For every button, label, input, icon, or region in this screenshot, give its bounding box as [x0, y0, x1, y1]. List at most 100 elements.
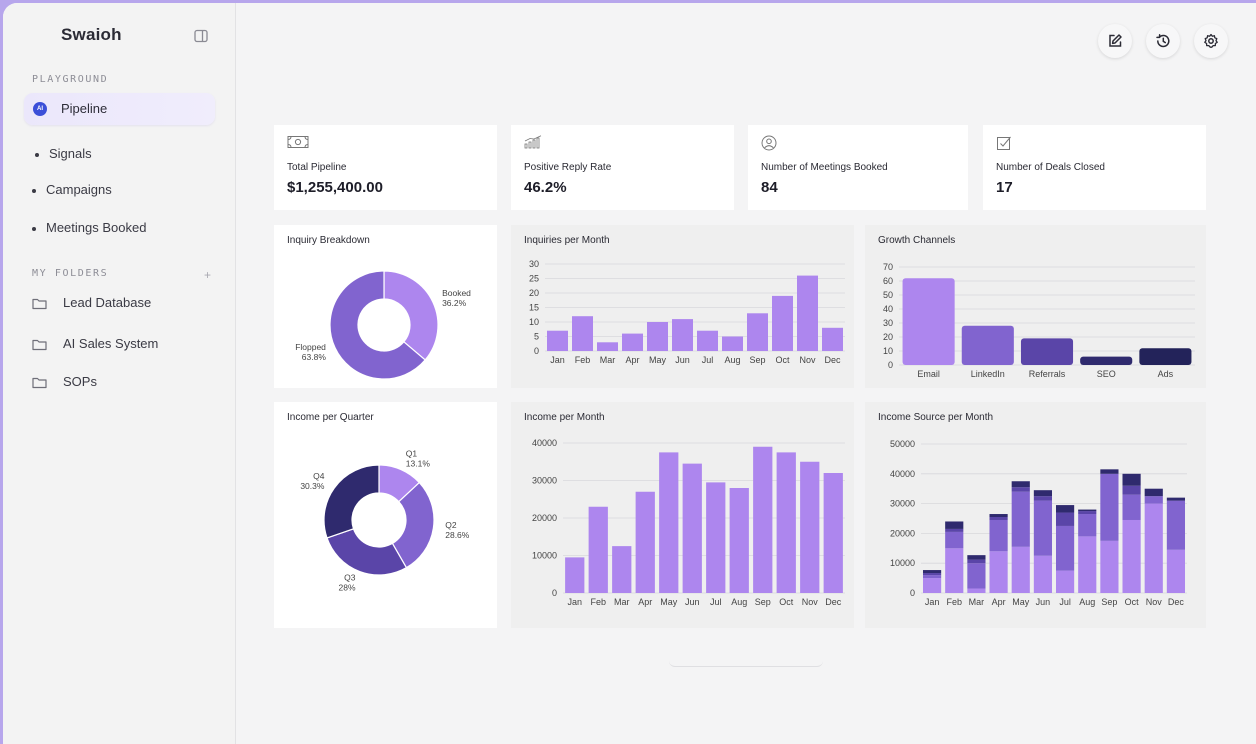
bar-segment [989, 551, 1008, 593]
x-tick-label: Feb [575, 355, 591, 365]
x-tick-label: Sep [755, 597, 771, 607]
bar [1020, 338, 1074, 365]
bar [622, 333, 643, 351]
bar-segment [1100, 540, 1119, 593]
bar [572, 316, 593, 351]
slice-label: Booked [442, 288, 471, 298]
x-tick-label: Jul [702, 355, 714, 365]
x-tick-label: Ads [1158, 369, 1174, 379]
x-tick-label: Aug [724, 355, 740, 365]
y-tick-label: 40000 [890, 469, 915, 479]
x-tick-label: Mar [600, 355, 616, 365]
y-tick-label: 0 [534, 346, 539, 356]
sidebar-item-signals[interactable]: Signals [49, 146, 92, 161]
x-tick-label: SEO [1097, 369, 1116, 379]
settings-button[interactable] [1194, 24, 1228, 58]
section-label-playground: PLAYGROUND [32, 74, 109, 85]
kpi-card-deals-closed: Number of Deals Closed 17 [983, 125, 1206, 210]
bar-segment [945, 548, 964, 593]
sidebar-item-label: Pipeline [61, 101, 108, 116]
y-tick-label: 70 [883, 262, 893, 272]
money-icon [287, 136, 309, 148]
bar-segment [1122, 473, 1141, 486]
bar-segment [967, 588, 986, 593]
bullet-icon [32, 189, 36, 193]
y-tick-label: 5 [534, 332, 539, 342]
slice-percent-label: 36.2% [442, 298, 467, 308]
y-tick-label: 40 [883, 304, 893, 314]
bar-segment [1078, 509, 1097, 512]
slice-percent-label: 63.8% [302, 352, 327, 362]
x-tick-label: May [649, 355, 667, 365]
bar-segment [1011, 487, 1030, 492]
slice-label: Q1 [406, 449, 418, 459]
bar-segment [1166, 549, 1186, 593]
edit-button[interactable] [1098, 24, 1132, 58]
pie-slice [323, 464, 380, 539]
sidebar-item-pipeline[interactable]: AI Pipeline [24, 93, 215, 125]
bar [588, 506, 608, 593]
kpi-value: 46.2% [524, 179, 567, 196]
inquiries-per-month-chart: 0 5 10 15 20 25 30 Jan Feb Mar Apr May Jun Jul Aug Sep O… [529, 259, 845, 365]
y-tick-label: 30000 [532, 476, 557, 486]
x-tick-label: May [660, 597, 678, 607]
kpi-card-total-pipeline: Total Pipeline $1,255,400.00 [274, 125, 497, 210]
bar-segment [1055, 512, 1075, 526]
chart-title: Income Source per Month [878, 412, 994, 423]
x-tick-label: Jan [925, 597, 940, 607]
bar-segment [1122, 485, 1141, 495]
sidebar-item-meetings-booked[interactable]: Meetings Booked [46, 220, 147, 235]
bar [729, 488, 749, 593]
settings-icon [1204, 33, 1218, 48]
sidebar-item-campaigns[interactable]: Campaigns [46, 182, 112, 197]
bar [747, 313, 768, 351]
bar [722, 336, 743, 351]
bar [902, 278, 955, 365]
bar-segment [1144, 496, 1163, 504]
app-window: Swaioh PLAYGROUND AI Pipeline Signals Ca… [3, 3, 1256, 744]
bar-segment [945, 521, 964, 529]
slice-label: Flopped [295, 342, 326, 352]
kpi-value: $1,255,400.00 [287, 179, 383, 196]
bar-segment [967, 559, 986, 564]
bar [822, 327, 843, 351]
bar [635, 491, 655, 593]
chart-title: Income per Quarter [287, 412, 374, 423]
x-tick-label: Sep [1101, 597, 1117, 607]
section-label-folders: MY FOLDERS [32, 268, 109, 279]
bar [753, 446, 773, 593]
sidebar-toggle-icon[interactable] [194, 29, 208, 43]
y-tick-label: 50000 [890, 439, 915, 449]
bar-segment [922, 570, 942, 574]
y-tick-label: 10000 [532, 551, 557, 561]
app-title: Swaioh [61, 25, 122, 44]
bar-segment [1011, 481, 1030, 488]
x-tick-label: Email [917, 369, 940, 379]
income-source-per-month-chart: 0 10000 20000 30000 40000 50000 Jan Feb Mar Apr Ma… [890, 439, 1187, 607]
ai-badge-icon: AI [33, 102, 47, 116]
history-icon [1156, 34, 1170, 48]
kpi-value: 84 [761, 179, 778, 196]
y-tick-label: 20 [529, 288, 539, 298]
y-tick-label: 60 [883, 276, 893, 286]
x-tick-label: Oct [775, 355, 790, 365]
y-tick-label: 10 [529, 317, 539, 327]
bar [697, 330, 718, 351]
history-button[interactable] [1146, 24, 1180, 58]
x-tick-label: Jun [685, 597, 700, 607]
add-folder-button[interactable]: + [204, 268, 212, 282]
bar-segment [1033, 555, 1053, 593]
bar-segment [1122, 519, 1141, 593]
bar-segment [1166, 500, 1186, 550]
bar [547, 330, 568, 351]
y-tick-label: 0 [910, 588, 915, 598]
bar-segment [1122, 494, 1141, 520]
slice-label: Q4 [313, 471, 325, 481]
folder-icon [32, 339, 47, 351]
bar-segment [1100, 469, 1119, 474]
bar-segment [945, 531, 964, 549]
slice-label: Q3 [344, 573, 356, 583]
chart-title: Income per Month [524, 412, 605, 423]
x-tick-label: Jan [567, 597, 582, 607]
